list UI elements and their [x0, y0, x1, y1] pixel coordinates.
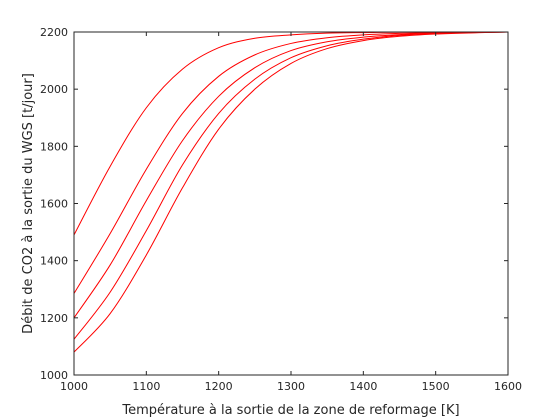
y-tick-label: 1800 — [40, 140, 68, 153]
axes-frame — [73, 31, 509, 376]
y-axis-ticks: 1000 1200 1400 1600 1800 2000 2200 — [40, 26, 508, 382]
x-tick-label: 1200 — [205, 380, 233, 393]
y-tick-label: 2000 — [40, 83, 68, 96]
x-tick-label: 1100 — [132, 380, 160, 393]
x-tick-label: 1500 — [422, 380, 450, 393]
y-tick-label: 1600 — [40, 198, 68, 211]
plot-area — [74, 32, 508, 375]
y-tick-label: 2200 — [40, 26, 68, 39]
y-axis-label: Débit de CO2 à la sortie du WGS [t/jour] — [21, 73, 36, 334]
x-axis-label: Température à la sortie de la zone de re… — [121, 403, 459, 418]
y-tick-label: 1200 — [40, 312, 68, 325]
x-tick-label: 1000 — [60, 380, 88, 393]
x-tick-label: 1400 — [349, 380, 377, 393]
x-axis-ticks: 1000 1100 1200 1300 1400 1500 1600 — [60, 32, 522, 393]
x-tick-label: 1600 — [494, 380, 522, 393]
y-tick-label: 1000 — [40, 369, 68, 382]
y-tick-label: 1400 — [40, 255, 68, 268]
x-tick-label: 1300 — [277, 380, 305, 393]
